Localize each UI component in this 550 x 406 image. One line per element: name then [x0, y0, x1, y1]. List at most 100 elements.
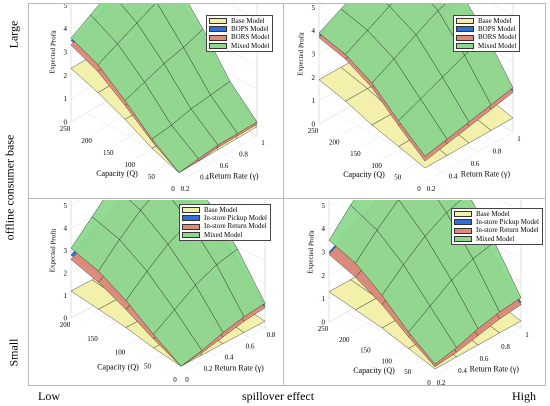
legend-label: In-store Pickup Model — [476, 218, 539, 227]
chart-panel-top-right: 0123456×10⁶Expected Profit0.20.40.60.810… — [285, 4, 539, 198]
x-axis-label: Return Rate (γ) — [461, 170, 511, 179]
y-tick-label: 250 — [318, 325, 329, 333]
y-tick-label: 100 — [115, 349, 126, 357]
y-tick-label: 50 — [404, 368, 412, 376]
z-tick-label: 1 — [312, 97, 316, 105]
legend-swatch — [456, 42, 474, 49]
legend-swatch — [182, 215, 200, 222]
x-tick-label: 0.8 — [239, 151, 248, 159]
y-tick-label: 100 — [125, 161, 136, 169]
y-tick-label: 150 — [350, 150, 361, 158]
z-tick-label: 1 — [64, 95, 68, 103]
surface-plot: 0123456×10⁶Expected Profit0.20.40.60.810… — [48, 4, 265, 193]
legend-entry: BOPS Model — [456, 25, 516, 33]
legend-entry: BORS Model — [456, 33, 516, 41]
y-gridline — [178, 135, 258, 183]
x-tick-label: 0.6 — [246, 342, 255, 350]
legend-label: Base Model — [231, 17, 265, 25]
y-tick-label: 200 — [329, 139, 340, 147]
y-tick-label: 0 — [427, 379, 431, 387]
legend-entry: Mixed Model — [454, 235, 539, 243]
surface-cell — [431, 4, 446, 11]
surface-series — [70, 4, 258, 173]
legend-label: Base Model — [476, 210, 510, 218]
legend-swatch — [182, 231, 200, 238]
z-tick-label: 4 — [312, 27, 316, 35]
x-axis-label: Return Rate (γ) — [215, 363, 265, 372]
column-divider — [283, 3, 284, 386]
legend-label: Mixed Model — [231, 41, 270, 50]
y-gridline — [434, 327, 522, 377]
y-axis-label: Capacity (Q) — [97, 363, 139, 372]
x-tick-label: 1 — [525, 331, 529, 339]
legend-entry: Base Model — [209, 17, 269, 25]
surface-plot: 0123456×10⁶Expected Profit0.20.40.60.810… — [296, 4, 521, 193]
legend-label: BOPS Model — [231, 25, 269, 34]
x-tick-label: 0.6 — [480, 355, 489, 363]
y-tick-label: 100 — [371, 162, 382, 170]
z-tick-label: 1 — [322, 295, 326, 303]
y-axis-label: Capacity (Q) — [353, 366, 395, 375]
z-tick-label: 3 — [64, 49, 68, 57]
x-tick-label: 0.2 — [204, 365, 213, 373]
z-tick-label: 5 — [322, 202, 326, 210]
z-tick-label: 1 — [64, 292, 68, 300]
y-axis-label: Capacity (Q) — [343, 170, 385, 179]
z-tick-label: 5 — [64, 202, 68, 210]
y-tick-label: 50 — [144, 362, 152, 370]
x-tick-label: 0.6 — [220, 162, 229, 170]
x-tick-label: 1 — [261, 139, 265, 147]
z-tick-label: 2 — [322, 272, 326, 280]
legend-entry: BOPS Model — [209, 25, 269, 33]
x-tick-label: 0.6 — [471, 160, 480, 168]
x-tick-label: 0.8 — [493, 148, 502, 156]
chart-panel-bottom-left: 0123456×10⁶Expected Profit00.20.40.60.80… — [29, 200, 283, 394]
row-label-large: Large — [6, 20, 21, 49]
legend-entry: Base Model — [454, 210, 539, 218]
z-axis-label: Expected Profit — [48, 228, 58, 272]
y-tick-label: 0 — [171, 185, 175, 193]
legend-entry: Base Model — [182, 206, 267, 214]
y-tick-label: 100 — [381, 357, 392, 365]
y-tick-label: 200 — [81, 137, 92, 145]
x-tick-label: 0.8 — [501, 343, 510, 351]
z-tick-label: 0 — [322, 319, 326, 327]
legend-entry: In-store Return Model — [182, 222, 267, 230]
chart-panel-bottom-right: 0123456×10⁶Expected Profit0.20.40.60.810… — [285, 200, 543, 394]
y-gridline — [424, 131, 514, 183]
y-tick-label: 150 — [103, 149, 114, 157]
legend-swatch — [182, 223, 200, 230]
z-tick-label: 2 — [64, 270, 68, 278]
legend-swatch — [209, 34, 227, 41]
surface-cell — [398, 98, 448, 157]
z-tick-label: 0 — [64, 315, 68, 323]
legend-label: Base Model — [204, 206, 238, 214]
legend: Base Model In-store Pickup Model In-store … — [451, 208, 543, 245]
z-axis-label: Expected Profit — [48, 30, 58, 74]
legend-swatch — [454, 211, 472, 218]
surface-series — [328, 200, 522, 365]
z-tick-label: 3 — [322, 249, 326, 257]
chart-panel-top-left: 0123456×10⁶Expected Profit0.20.40.60.810… — [29, 4, 283, 198]
x-tick-label: 1 — [517, 135, 521, 143]
x-tick-label: 0.4 — [225, 354, 234, 362]
x-tick-label: 0 — [185, 376, 189, 384]
z-axis-label: Expected Profit — [296, 32, 306, 76]
z-tick-label: 0 — [312, 121, 316, 129]
x-tick-label: 0.4 — [458, 367, 467, 375]
surface-cell — [128, 200, 150, 211]
x-tick-label: 0.2 — [427, 185, 436, 193]
x-tick-label: 0.2 — [437, 379, 446, 387]
legend-entry: In-store Return Model — [454, 226, 539, 234]
surface-cell — [153, 309, 203, 367]
legend-label: Mixed Model — [204, 230, 243, 239]
y-tick-label: 50 — [394, 173, 402, 181]
y-gridline — [180, 327, 266, 374]
legend-swatch — [182, 207, 200, 214]
legend-entry: In-store Pickup Model — [454, 218, 539, 226]
y-tick-label: 0 — [173, 376, 177, 384]
legend-swatch — [454, 235, 472, 242]
x-tick-label: 0.4 — [449, 173, 458, 181]
z-tick-label: 0 — [64, 119, 68, 127]
legend-label: Mixed Model — [478, 41, 517, 50]
